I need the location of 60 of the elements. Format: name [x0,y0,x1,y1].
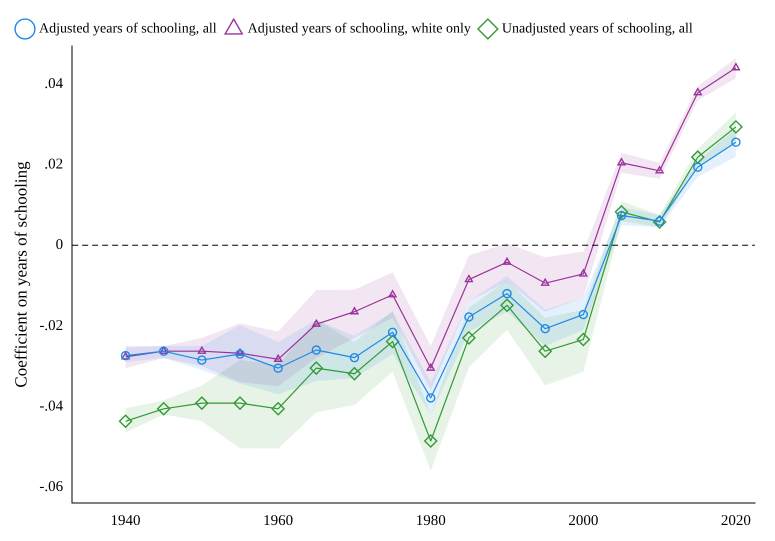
point [540,324,550,334]
y-tick-label: -.04 [39,398,64,414]
point [652,215,666,229]
y-tick-label: .02 [44,156,64,173]
point [694,88,702,96]
point [424,434,438,448]
point [348,367,362,380]
x-tick-label: 2000 [568,512,598,529]
point [462,331,476,345]
x-tick-label: 1960 [263,512,294,529]
point [500,298,514,312]
point [691,150,704,164]
point [502,288,512,298]
point [617,158,626,166]
point [312,320,320,327]
point [386,334,400,348]
point [576,332,590,346]
x-tick-label: 1980 [416,512,446,529]
y-tick-label: -.02 [39,318,64,334]
point [732,63,740,70]
point [464,274,474,282]
point [118,414,132,428]
legend-label: Adjusted years of schooling, all [39,22,217,37]
point [729,120,743,134]
point [312,345,321,355]
point [693,162,702,172]
point [198,346,206,354]
point [426,393,436,403]
x-tick-label: 2020 [720,512,751,529]
legend-label: Unadjusted years of schooling, all [502,22,693,37]
y-tick-label: .04 [44,76,64,92]
point [271,402,285,416]
point [502,258,512,265]
point [426,363,435,371]
y-tick-label: 0 [56,237,64,254]
point [233,396,247,410]
point [197,355,207,365]
point [579,269,588,277]
point [614,205,628,219]
point [310,361,323,375]
y-tick-label: -.06 [39,478,64,495]
point [274,354,282,362]
point [388,290,397,298]
point [236,348,244,356]
x-tick-label: 1940 [110,512,141,529]
point [273,363,283,373]
point [235,349,245,359]
point [195,396,209,410]
legend-label: Adjusted years of schooling, white only [248,22,471,37]
point [464,312,474,322]
point [541,278,550,286]
point [538,344,552,358]
point [350,352,360,362]
point [388,328,398,337]
point [578,310,588,320]
point [350,307,359,314]
point [731,138,741,147]
point [157,402,170,416]
y-axis-title: Coefficient on years of schooling [12,160,31,388]
point [655,166,664,174]
